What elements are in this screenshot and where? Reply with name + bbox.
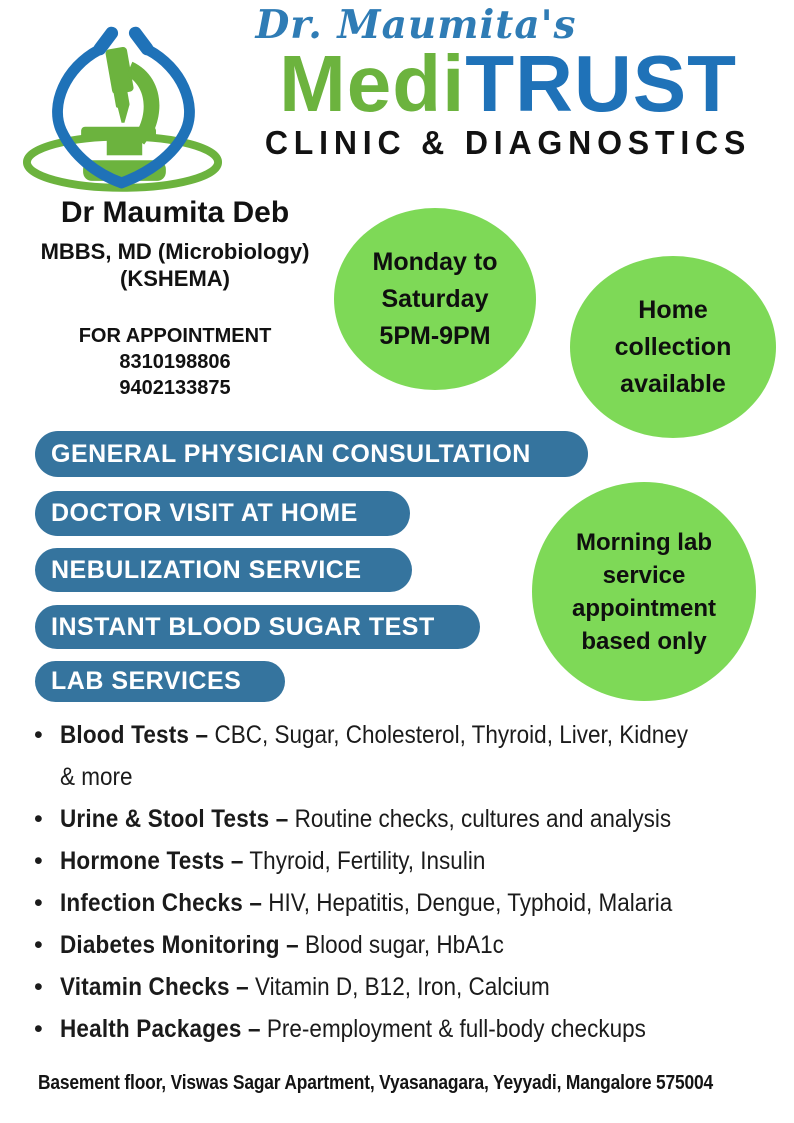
- doctor-college: (KSHEMA): [120, 266, 230, 291]
- brand-script-text: Dr. Maumita's: [255, 2, 577, 48]
- lab-test-item-infection: • Infection Checks – HIV, Hepatitis, Den…: [34, 882, 784, 924]
- lab-tests-list: • Blood Tests – CBC, Sugar, Cholesterol,…: [34, 714, 784, 1050]
- phone-number-2: 9402133875: [119, 376, 231, 399]
- bullet-icon: •: [34, 847, 43, 875]
- badge-line: appointment: [572, 594, 716, 622]
- badge-line: Monday to: [372, 247, 498, 276]
- test-label: Infection Checks –: [60, 889, 263, 917]
- lab-test-item-blood: • Blood Tests – CBC, Sugar, Cholesterol,…: [34, 714, 784, 798]
- test-label: Blood Tests –: [60, 721, 209, 749]
- bullet-icon: •: [34, 973, 43, 1001]
- bullet-icon: •: [34, 889, 43, 917]
- logo-microscope-stethoscope-icon: [22, 26, 223, 192]
- brand-name-blue: TRUST: [465, 38, 737, 128]
- doctor-qualification: MBBS, MD (Microbiology): [40, 238, 310, 264]
- lab-test-item-urine-stool: • Urine & Stool Tests – Routine checks, …: [34, 798, 784, 840]
- lab-test-item-hormone: • Hormone Tests – Thyroid, Fertility, In…: [34, 840, 784, 882]
- brand-tagline: CLINIC & DIAGNOSTICS: [264, 124, 752, 162]
- doctor-info: Dr Maumita Deb MBBS, MD (Microbiology) (…: [10, 196, 340, 401]
- test-detail: HIV, Hepatitis, Dengue, Typhoid, Malaria: [262, 889, 673, 917]
- test-label: Health Packages –: [60, 1015, 261, 1043]
- bullet-icon: •: [34, 1015, 43, 1043]
- service-pill-blood-sugar: INSTANT BLOOD SUGAR TEST: [35, 605, 480, 649]
- badge-home-collection: Home collection available: [570, 256, 776, 438]
- service-pill-lab-services: LAB SERVICES: [35, 661, 285, 702]
- bullet-icon: •: [34, 931, 43, 959]
- badge-line: 5PM-9PM: [379, 321, 491, 350]
- stethoscope-icon: [52, 26, 195, 189]
- test-detail-cont: & more: [60, 763, 133, 791]
- lab-test-item-diabetes: • Diabetes Monitoring – Blood sugar, HbA…: [34, 924, 784, 966]
- badge-line: Home: [638, 295, 708, 324]
- test-label: Hormone Tests –: [60, 847, 244, 875]
- brand-header: Dr. Maumita's MediTRUST CLINIC & DIAGNOS…: [226, 4, 790, 162]
- badge-line: Morning lab: [576, 528, 712, 556]
- badge-line: collection: [614, 332, 732, 361]
- test-detail: Blood sugar, HbA1c: [298, 931, 504, 959]
- test-detail: Vitamin D, B12, Iron, Calcium: [248, 973, 550, 1001]
- badge-opening-hours: Monday to Saturday 5PM-9PM: [334, 208, 536, 390]
- badge-morning-lab: Morning lab service appointment based on…: [532, 482, 756, 701]
- test-label: Diabetes Monitoring –: [60, 931, 299, 959]
- test-detail: Routine checks, cultures and analysis: [288, 805, 672, 833]
- appointment-label: FOR APPOINTMENT: [78, 324, 272, 347]
- test-detail: Thyroid, Fertility, Insulin: [243, 847, 486, 875]
- phone-number-1: 8310198806: [119, 350, 231, 373]
- service-pill-doctor-visit: DOCTOR VISIT AT HOME: [35, 491, 410, 536]
- test-detail: CBC, Sugar, Cholesterol, Thyroid, Liver,…: [208, 721, 689, 749]
- badge-line: Saturday: [381, 284, 489, 313]
- doctor-name: Dr Maumita Deb: [60, 196, 290, 229]
- brand-name: MediTRUST: [226, 43, 790, 123]
- test-detail: Pre-employment & full-body checkups: [260, 1015, 646, 1043]
- test-label: Vitamin Checks –: [60, 973, 249, 1001]
- bullet-icon: •: [34, 805, 43, 833]
- bullet-icon: •: [34, 721, 43, 749]
- badge-line: based only: [581, 627, 707, 655]
- lab-test-item-vitamin: • Vitamin Checks – Vitamin D, B12, Iron,…: [34, 966, 784, 1008]
- service-pill-nebulization: NEBULIZATION SERVICE: [35, 548, 412, 592]
- lab-test-item-packages: • Health Packages – Pre-employment & ful…: [34, 1008, 784, 1050]
- address-footer: Basement floor, Viswas Sagar Apartment, …: [38, 1072, 714, 1094]
- service-pill-general-consultation: GENERAL PHYSICIAN CONSULTATION: [35, 431, 588, 477]
- badge-line: available: [620, 369, 726, 398]
- test-label: Urine & Stool Tests –: [60, 805, 289, 833]
- badge-line: service: [602, 561, 686, 589]
- brand-name-green: Medi: [279, 38, 466, 128]
